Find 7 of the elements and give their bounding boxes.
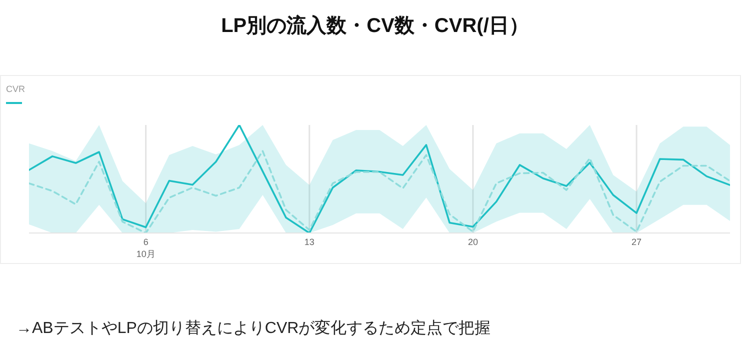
x-tick-label: 6 10月 (136, 237, 156, 259)
chart-title: LP別の流入数・CV数・CVR(/日） (221, 14, 529, 37)
text: CVR (6, 84, 26, 94)
x-tick-label: 27 (632, 237, 642, 247)
text: →ABテストやLPの切り替えによりCVRが変化するため定点で把握 (16, 319, 491, 337)
x-tick-label: 13 (304, 237, 314, 247)
x-tick-label: 20 (468, 237, 478, 247)
